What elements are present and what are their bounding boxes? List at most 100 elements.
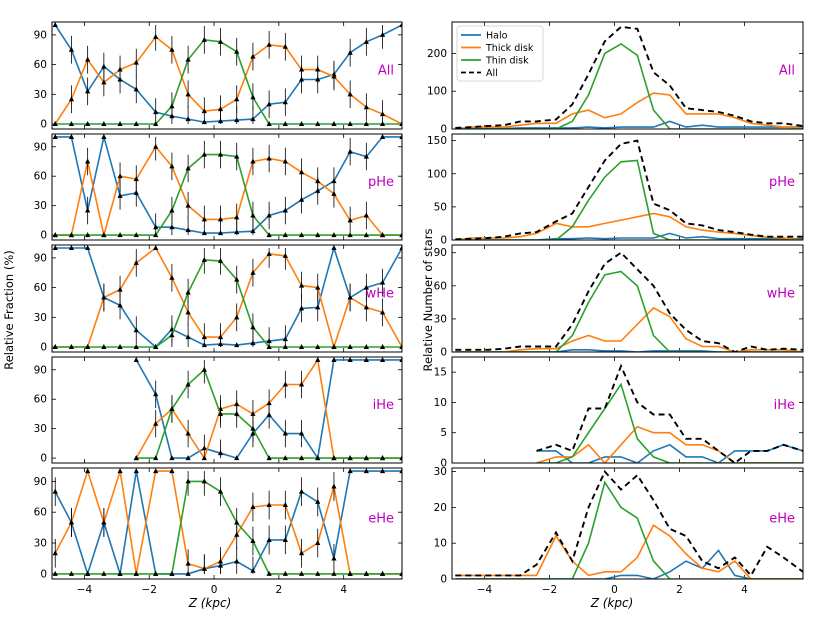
data-point <box>153 33 159 39</box>
data-point <box>282 252 288 258</box>
fraction-panel-ihe: 0 30 60 90 iHe <box>34 356 403 465</box>
data-point <box>315 498 321 504</box>
y-tick-label: 30 <box>434 313 447 325</box>
data-point <box>347 455 353 461</box>
data-point <box>250 212 256 218</box>
data-point <box>298 430 305 436</box>
series-line-all <box>455 25 803 129</box>
data-point <box>379 111 386 117</box>
y-tick-label: 0 <box>440 458 447 470</box>
number-panel-ehe: −4 −2 0 2 4 0 10 20 30 eHe <box>434 466 804 596</box>
data-point <box>234 276 240 282</box>
data-point <box>315 284 321 290</box>
data-point <box>266 121 272 127</box>
left-y-axis-label: Relative Fraction (%) <box>2 250 16 370</box>
data-point <box>68 96 75 102</box>
y-tick-label: 90 <box>434 247 447 259</box>
series-line-halo <box>455 549 803 579</box>
plot-area <box>536 363 803 463</box>
data-point <box>379 279 386 285</box>
y-tick-label: 90 <box>34 252 47 264</box>
data-point <box>347 49 353 55</box>
data-point <box>52 22 58 27</box>
data-point <box>250 324 256 330</box>
data-point <box>379 232 386 238</box>
data-point <box>250 94 256 100</box>
data-point <box>379 570 386 576</box>
data-point <box>234 342 240 348</box>
fraction-panel-all: 0 30 60 90 All <box>34 21 403 131</box>
y-tick-label: 0 <box>40 568 47 580</box>
y-tick-label: 5 <box>440 427 447 439</box>
panel-frame <box>451 244 804 353</box>
data-point <box>234 117 240 123</box>
y-tick-label: 30 <box>34 423 47 435</box>
data-point <box>266 400 272 406</box>
data-point <box>250 567 256 573</box>
data-point <box>217 334 224 340</box>
data-point <box>282 455 288 461</box>
y-tick-label: 10 <box>434 538 447 550</box>
x-tick-label: 0 <box>211 584 218 596</box>
data-point <box>153 570 159 576</box>
panel-frame <box>451 356 804 464</box>
data-point <box>101 344 107 350</box>
data-point <box>379 344 386 350</box>
data-point <box>117 302 123 308</box>
data-point <box>234 153 240 159</box>
data-point <box>379 309 386 315</box>
data-point <box>347 91 353 97</box>
data-point <box>185 560 191 566</box>
x-tick-label: 0 <box>611 584 618 596</box>
data-point <box>201 334 207 340</box>
data-point <box>201 445 207 451</box>
data-point <box>133 468 139 474</box>
series-line-all <box>455 251 803 352</box>
y-tick-label: 30 <box>34 200 47 212</box>
data-point <box>298 488 305 494</box>
data-point <box>153 455 159 461</box>
data-point <box>379 31 386 37</box>
series-line-thin-disk <box>455 480 803 579</box>
data-point <box>153 121 159 127</box>
number-panel-phe: 0 50 100 150 pHe <box>427 133 804 247</box>
series-line-thick-disk <box>455 92 803 129</box>
data-point <box>101 63 107 69</box>
data-point <box>234 455 240 461</box>
data-point <box>363 468 369 474</box>
data-point <box>68 121 75 127</box>
data-point <box>315 232 321 238</box>
data-point <box>85 56 91 62</box>
data-point <box>217 257 224 263</box>
y-tick-label: 0 <box>440 235 447 247</box>
legend-label-halo: Halo <box>486 31 508 42</box>
data-point <box>347 148 353 154</box>
data-point <box>363 104 369 110</box>
data-point <box>331 73 337 79</box>
x-tick-label: −2 <box>141 584 156 596</box>
data-point <box>217 106 224 112</box>
data-point <box>169 163 175 169</box>
data-point <box>234 214 240 220</box>
data-point <box>217 38 224 44</box>
y-tick-label: 0 <box>40 453 47 465</box>
data-point <box>331 357 337 362</box>
series-line-thick-disk <box>54 468 402 575</box>
data-point <box>101 134 107 139</box>
data-point <box>185 165 191 171</box>
data-point <box>250 269 256 275</box>
data-point <box>347 344 353 350</box>
data-point <box>234 314 240 320</box>
data-point <box>315 66 321 72</box>
data-point <box>133 121 139 127</box>
data-point <box>201 366 207 372</box>
series-line-thin-disk <box>536 382 803 463</box>
data-point <box>399 245 402 250</box>
data-point <box>117 344 123 350</box>
data-point <box>250 410 256 416</box>
data-point <box>315 304 321 310</box>
data-point <box>185 455 191 461</box>
y-tick-label: 0 <box>440 347 447 359</box>
data-point <box>153 468 159 474</box>
plot-area <box>52 22 402 127</box>
